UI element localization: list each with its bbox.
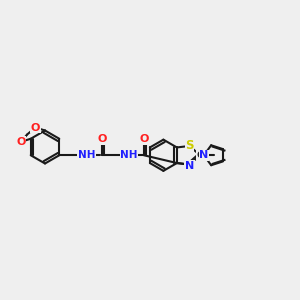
Text: O: O	[31, 122, 40, 133]
Text: N: N	[199, 150, 208, 160]
Text: O: O	[139, 134, 148, 144]
Text: O: O	[16, 137, 26, 147]
Text: O: O	[97, 134, 106, 144]
Text: C: C	[197, 151, 203, 160]
Text: S: S	[185, 140, 194, 152]
Text: NH: NH	[77, 150, 95, 160]
Text: N: N	[185, 161, 194, 171]
Text: NH: NH	[120, 150, 138, 160]
